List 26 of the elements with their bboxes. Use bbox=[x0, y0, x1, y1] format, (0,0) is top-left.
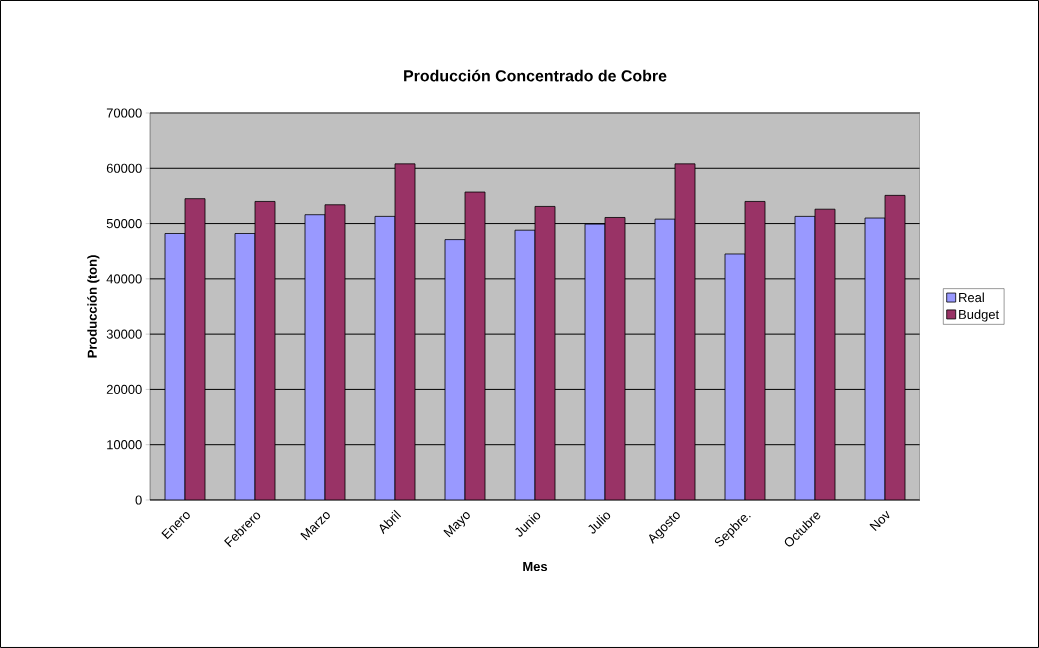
x-tick-label: Nov bbox=[869, 510, 890, 532]
bar bbox=[604, 217, 626, 500]
y-tick-label: 60000 bbox=[106, 163, 142, 173]
chart-title: Producción Concentrado de Cobre bbox=[404, 69, 667, 82]
legend-label: Budget bbox=[959, 309, 1000, 322]
bar bbox=[164, 233, 186, 500]
bar bbox=[304, 214, 326, 500]
x-tick-label: Julio bbox=[588, 512, 611, 534]
bar bbox=[184, 198, 206, 500]
bar bbox=[534, 206, 556, 500]
bar bbox=[324, 204, 346, 500]
x-axis-title: Mes bbox=[523, 562, 548, 572]
bar bbox=[744, 201, 766, 500]
y-tick-label: 20000 bbox=[106, 384, 142, 394]
bar bbox=[234, 233, 256, 500]
bar bbox=[254, 201, 276, 500]
y-axis-title: Producción (ton) bbox=[87, 255, 100, 358]
y-tick-label: 30000 bbox=[106, 329, 142, 339]
y-tick-label: 0 bbox=[135, 495, 142, 505]
y-tick-label: 50000 bbox=[106, 218, 142, 229]
bar bbox=[884, 194, 906, 500]
y-tick-label: 40000 bbox=[106, 274, 142, 284]
y-tick-label: 70000 bbox=[106, 108, 142, 118]
y-tick-label: 10000 bbox=[107, 440, 142, 450]
bar bbox=[444, 239, 466, 500]
legend-label: Real bbox=[959, 292, 984, 303]
